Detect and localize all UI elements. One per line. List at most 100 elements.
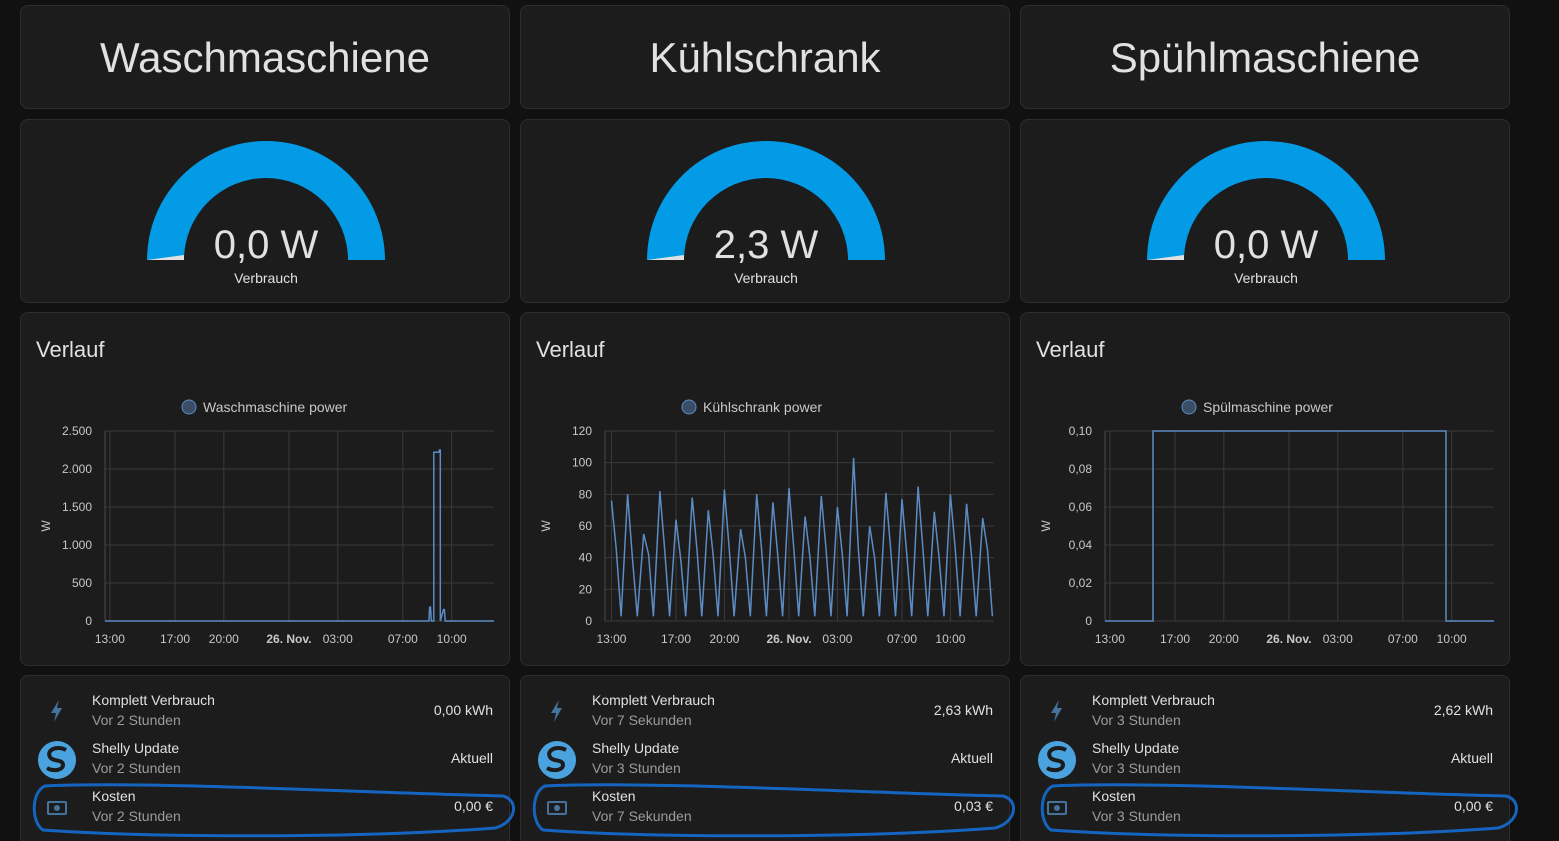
icon-flash <box>551 700 562 722</box>
entity-row[interactable]: Komplett Verbrauch Vor 3 Stunden 2,62 kWh <box>1021 690 1509 734</box>
x-tick-label: 07:00 <box>1388 632 1418 646</box>
x-tick-label: 13:00 <box>1095 632 1125 646</box>
series-line <box>610 457 994 617</box>
x-tick-label: 20:00 <box>709 632 739 646</box>
entity-row[interactable]: Kosten Vor 7 Sekunden 0,03 € <box>521 786 1009 830</box>
entity-time[interactable]: Vor 7 Sekunden <box>592 808 692 824</box>
entity-time[interactable]: Vor 3 Stunden <box>1092 808 1181 824</box>
card-title: Spühlmaschiene <box>1109 34 1421 81</box>
x-tick-label: 10:00 <box>935 632 965 646</box>
x-tick-label: 03:00 <box>323 632 353 646</box>
x-tick-label: 20:00 <box>209 632 239 646</box>
x-tick-label: 07:00 <box>388 632 418 646</box>
entity-time[interactable]: Vor 3 Stunden <box>1092 712 1181 728</box>
entity-icon <box>47 801 67 815</box>
y-tick-label: 0,02 <box>1069 576 1093 590</box>
y-tick-label: 20 <box>579 582 593 596</box>
y-tick-label: 0,10 <box>1069 424 1093 438</box>
card-title: Verlauf <box>36 337 105 362</box>
history-chart: Verlauf Waschmaschine power W 0 500 1.000 1.50… <box>36 337 494 646</box>
entity-row[interactable]: Komplett Verbrauch Vor 2 Stunden 0,00 kWh <box>21 690 509 734</box>
entity-row[interactable]: Shelly Update Vor 2 Stunden Aktuell <box>21 738 509 782</box>
y-tick-label: 100 <box>572 456 592 470</box>
legend-label: Spülmaschine power <box>1203 399 1333 415</box>
gauge-card[interactable]: 2,3 W Verbrauch <box>520 119 1010 303</box>
entity-icon <box>538 741 576 779</box>
entity-icon <box>38 741 76 779</box>
x-tick-label: 13:00 <box>95 632 125 646</box>
x-tick-label: 03:00 <box>1323 632 1353 646</box>
icon-cash-dot <box>554 805 560 811</box>
entity-state[interactable]: Aktuell <box>1450 750 1493 766</box>
y-tick-label: 0,08 <box>1069 462 1093 476</box>
entity-state[interactable]: 2,63 kWh <box>933 702 993 718</box>
entity-icon <box>1051 700 1062 722</box>
y-tick-label: 500 <box>72 576 92 590</box>
x-tick-label: 17:00 <box>1160 632 1190 646</box>
gauge-value: 2,3 W <box>714 223 819 267</box>
gauge-name: Verbrauch <box>734 270 798 286</box>
entity-row[interactable]: Kosten Vor 2 Stunden 0,00 € <box>21 786 509 830</box>
entity-name[interactable]: Komplett Verbrauch <box>592 692 715 708</box>
gauge-name: Verbrauch <box>234 270 298 286</box>
gauge: 0,0 W Verbrauch <box>147 141 385 286</box>
history-chart: Verlauf Kühlschrank power W 0 20 40 60 80 100 120… <box>536 337 994 646</box>
entity-name[interactable]: Komplett Verbrauch <box>1092 692 1215 708</box>
entity-row[interactable]: Komplett Verbrauch Vor 7 Sekunden 2,63 kWh <box>521 690 1009 734</box>
entity-time[interactable]: Vor 3 Stunden <box>1092 760 1181 776</box>
icon-flash <box>1051 700 1062 722</box>
entity-name[interactable]: Komplett Verbrauch <box>92 692 215 708</box>
entities-card: Komplett Verbrauch Vor 3 Stunden 2,62 kWh S… <box>1020 675 1510 841</box>
y-tick-label: 0 <box>85 614 92 628</box>
x-tick-label: 17:00 <box>661 632 691 646</box>
icon-cash-dot <box>1054 805 1060 811</box>
entity-row[interactable]: Shelly Update Vor 3 Stunden Aktuell <box>521 738 1009 782</box>
y-tick-label: 0 <box>1085 614 1092 628</box>
entity-state[interactable]: 2,62 kWh <box>1433 702 1493 718</box>
gauge-needle <box>647 255 684 260</box>
entity-time[interactable]: Vor 2 Stunden <box>92 712 181 728</box>
icon-shelly-s <box>1046 746 1067 773</box>
history-card: Verlauf Spülmaschine power W 0 0,02 0,04 0,06 0… <box>1020 312 1510 666</box>
x-tick-label: 26. Nov. <box>266 632 311 646</box>
x-tick-label: 26. Nov. <box>766 632 811 646</box>
entity-time[interactable]: Vor 3 Stunden <box>592 760 681 776</box>
x-tick-label: 10:00 <box>1437 632 1467 646</box>
series-line <box>1105 430 1494 622</box>
y-tick-label: 40 <box>579 551 593 565</box>
entity-row[interactable]: Shelly Update Vor 3 Stunden Aktuell <box>1021 738 1509 782</box>
entity-state[interactable]: Aktuell <box>450 750 493 766</box>
entity-state[interactable]: Aktuell <box>950 750 993 766</box>
y-tick-label: 2.500 <box>62 424 92 438</box>
entity-name[interactable]: Kosten <box>1092 788 1136 804</box>
entity-name[interactable]: Shelly Update <box>1092 740 1180 756</box>
entity-time[interactable]: Vor 7 Sekunden <box>592 712 692 728</box>
x-tick-label: 13:00 <box>596 632 626 646</box>
legend-label: Kühlschrank power <box>703 399 822 415</box>
entity-name[interactable]: Shelly Update <box>92 740 180 756</box>
gauge-needle <box>147 255 184 260</box>
entity-row[interactable]: Kosten Vor 3 Stunden 0,00 € <box>1021 786 1509 830</box>
entity-state[interactable]: 0,03 € <box>954 798 993 814</box>
series-line <box>105 449 494 622</box>
entity-name[interactable]: Kosten <box>592 788 636 804</box>
entity-name[interactable]: Kosten <box>92 788 136 804</box>
entity-name[interactable]: Shelly Update <box>592 740 680 756</box>
gauge-card[interactable]: 0,0 W Verbrauch <box>20 119 510 303</box>
card-title: Kühlschrank <box>649 34 881 81</box>
title-card: Kühlschrank <box>520 5 1010 109</box>
entity-state[interactable]: 0,00 € <box>1454 798 1493 814</box>
gauge-card[interactable]: 0,0 W Verbrauch <box>1020 119 1510 303</box>
gauge-arc <box>647 141 885 260</box>
entity-state[interactable]: 0,00 kWh <box>433 702 493 718</box>
title-card: Waschmaschiene <box>20 5 510 109</box>
entity-state[interactable]: 0,00 € <box>454 798 493 814</box>
y-axis-label: W <box>539 520 553 532</box>
gauge-value: 0,0 W <box>1214 223 1319 267</box>
entity-time[interactable]: Vor 2 Stunden <box>92 760 181 776</box>
history-card: Verlauf Waschmaschine power W 0 500 1.000 1.50… <box>20 312 510 666</box>
y-tick-label: 0,06 <box>1069 500 1093 514</box>
x-tick-label: 20:00 <box>1209 632 1239 646</box>
entity-time[interactable]: Vor 2 Stunden <box>92 808 181 824</box>
